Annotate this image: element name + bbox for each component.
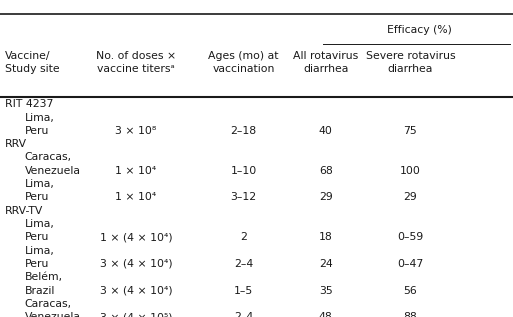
Text: 29: 29 xyxy=(404,192,417,203)
Text: Lima,: Lima, xyxy=(25,179,54,189)
Text: Venezuela: Venezuela xyxy=(25,166,81,176)
Text: Lima,: Lima, xyxy=(25,113,54,123)
Text: Peru: Peru xyxy=(25,192,49,203)
Text: 1–10: 1–10 xyxy=(230,166,257,176)
Text: RRV: RRV xyxy=(5,139,27,149)
Text: 1 × (4 × 10⁴): 1 × (4 × 10⁴) xyxy=(100,232,172,243)
Text: Severe rotavirus
diarrhea: Severe rotavirus diarrhea xyxy=(366,51,455,74)
Text: 40: 40 xyxy=(319,126,333,136)
Text: 88: 88 xyxy=(404,312,417,317)
Text: Venezuela: Venezuela xyxy=(25,312,81,317)
Text: 18: 18 xyxy=(319,232,332,243)
Text: 68: 68 xyxy=(319,166,332,176)
Text: 3 × 10⁸: 3 × 10⁸ xyxy=(115,126,156,136)
Text: 1–5: 1–5 xyxy=(234,286,253,296)
Text: 3 × (4 × 10⁴): 3 × (4 × 10⁴) xyxy=(100,259,172,269)
Text: RIT 4237: RIT 4237 xyxy=(5,99,53,109)
Text: 2–18: 2–18 xyxy=(231,126,256,136)
Text: 75: 75 xyxy=(404,126,417,136)
Text: Ages (mo) at
vaccination: Ages (mo) at vaccination xyxy=(208,51,279,74)
Text: 1 × 10⁴: 1 × 10⁴ xyxy=(115,166,156,176)
Text: 1 × 10⁴: 1 × 10⁴ xyxy=(115,192,156,203)
Text: 56: 56 xyxy=(404,286,417,296)
Text: Lima,: Lima, xyxy=(25,246,54,256)
Text: 2: 2 xyxy=(240,232,247,243)
Text: 3–12: 3–12 xyxy=(231,192,256,203)
Text: Caracas,: Caracas, xyxy=(25,299,72,309)
Text: Brazil: Brazil xyxy=(25,286,55,296)
Text: Vaccine/
Study site: Vaccine/ Study site xyxy=(5,51,60,74)
Text: 0–59: 0–59 xyxy=(397,232,424,243)
Text: Lima,: Lima, xyxy=(25,219,54,229)
Text: Peru: Peru xyxy=(25,126,49,136)
Text: 48: 48 xyxy=(319,312,332,317)
Text: Efficacy (%): Efficacy (%) xyxy=(387,25,452,36)
Text: Peru: Peru xyxy=(25,259,49,269)
Text: 24: 24 xyxy=(319,259,332,269)
Text: All rotavirus
diarrhea: All rotavirus diarrhea xyxy=(293,51,359,74)
Text: 3 × (4 × 10⁴): 3 × (4 × 10⁴) xyxy=(100,286,172,296)
Text: No. of doses ×
vaccine titersᵃ: No. of doses × vaccine titersᵃ xyxy=(96,51,176,74)
Text: 3 × (4 × 10⁵): 3 × (4 × 10⁵) xyxy=(100,312,172,317)
Text: 35: 35 xyxy=(319,286,332,296)
Text: 2–4: 2–4 xyxy=(234,312,253,317)
Text: 29: 29 xyxy=(319,192,332,203)
Text: Belém,: Belém, xyxy=(25,272,63,282)
Text: Caracas,: Caracas, xyxy=(25,152,72,163)
Text: 2–4: 2–4 xyxy=(234,259,253,269)
Text: 0–47: 0–47 xyxy=(397,259,424,269)
Text: 100: 100 xyxy=(400,166,421,176)
Text: Peru: Peru xyxy=(25,232,49,243)
Text: RRV-TV: RRV-TV xyxy=(5,206,44,216)
